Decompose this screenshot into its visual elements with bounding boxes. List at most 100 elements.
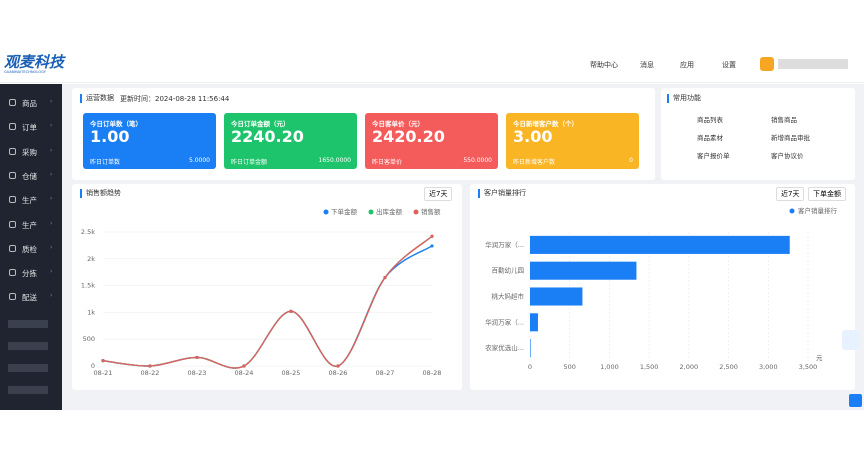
sales-panel: 销售额趋势 近7天 xyxy=(72,184,462,390)
bar xyxy=(530,313,538,332)
bar xyxy=(530,235,790,254)
card-sub-label: 昨日新增客户数 xyxy=(513,159,556,166)
menu-item[interactable]: 生产 xyxy=(22,220,37,230)
card-value: 3.00 xyxy=(513,127,553,146)
card-title: 今日新增客户数（个） xyxy=(513,120,578,128)
menu-icon xyxy=(9,293,16,301)
card-sub-value: 550.0000 xyxy=(463,157,492,164)
stat-card: 今日新增客户数（个） 3.00 昨日新增客户数 0 xyxy=(506,113,639,169)
menu-arrow: › xyxy=(50,170,53,178)
menu-arrow: › xyxy=(50,219,53,227)
stat-card: 今日订单数（笔） 1.00 昨日订单数 5.0000 xyxy=(83,113,216,169)
menu-item[interactable]: 仓储 xyxy=(22,171,37,181)
range-select[interactable]: 近7天 xyxy=(776,187,805,201)
legend-swatch xyxy=(413,209,419,215)
x-tick-label: 500 xyxy=(564,363,576,371)
user-name xyxy=(778,59,848,69)
series-line xyxy=(102,235,433,369)
card-sub-value: 1650.0000 xyxy=(318,157,351,164)
x-tick-label: 3,000 xyxy=(759,363,778,371)
x-tick-label: 08-21 xyxy=(94,369,113,377)
logo: 观麦科技 xyxy=(4,53,65,71)
y-tick-label: 1k xyxy=(87,308,95,316)
updated-time: 更新时间：2024-08-28 11:56:44 xyxy=(120,95,230,103)
menu-arrow: › xyxy=(50,122,53,130)
y-tick-label: 百勤幼儿园 xyxy=(492,266,525,275)
point xyxy=(336,364,340,368)
help-button[interactable] xyxy=(849,394,862,407)
rank-title: 客户销量排行 xyxy=(478,189,526,198)
card-sub-label: 昨日订单金额 xyxy=(231,159,268,166)
card-sub-label: 昨日客单价 xyxy=(372,159,403,166)
card-value: 2420.20 xyxy=(372,127,445,146)
stat-card: 今日客单价（元） 2420.20 昨日客单价 550.0000 xyxy=(365,113,498,169)
nav-item[interactable]: 消息 xyxy=(640,61,654,69)
shortcut[interactable]: 客户协议价 xyxy=(771,152,804,160)
legend-swatch xyxy=(368,209,374,215)
menu-item[interactable]: 订单 xyxy=(22,123,37,133)
point xyxy=(383,275,387,280)
sidebar: 商品 › 订单 › 采购 › 仓储 › 生产 › 生产 › 质检 › 分拣 › 配送 › xyxy=(0,84,62,410)
y-tick-label: 2k xyxy=(87,255,95,263)
menu-icon xyxy=(9,244,16,252)
y-tick-label: 桃大妈超市 xyxy=(492,292,525,301)
card-sub-value: 0 xyxy=(629,157,633,164)
shortcut[interactable]: 客户报价单 xyxy=(697,152,730,160)
legend-label: 客户销量排行 xyxy=(798,206,838,215)
float-tool[interactable] xyxy=(842,330,860,350)
menu-arrow: › xyxy=(50,146,53,154)
card-title: 今日订单金额（元） xyxy=(231,120,290,128)
shortcut[interactable]: 商品列表 xyxy=(697,116,723,124)
menu-arrow: › xyxy=(50,98,53,105)
series-line xyxy=(102,245,433,369)
logo-sub: GUANMAITECHNOLOGY xyxy=(4,70,46,74)
menu-item[interactable]: 质检 xyxy=(22,244,37,254)
nav-item[interactable]: 设置 xyxy=(722,61,736,69)
range-select[interactable]: 近7天 xyxy=(424,187,453,201)
menu-arrow: › xyxy=(50,243,53,251)
x-tick-label: 2,000 xyxy=(680,363,699,371)
point xyxy=(430,244,434,248)
top-bar: 观麦科技 GUANMAITECHNOLOGY 帮助中心 消息 应用 设置 xyxy=(0,45,864,83)
y-tick-label: 华润万家（... xyxy=(485,240,524,249)
axis-unit: 元 xyxy=(816,354,823,362)
menu-arrow: › xyxy=(50,292,53,300)
y-tick-label: 2.5k xyxy=(81,228,95,236)
menu-item[interactable]: 配送 xyxy=(22,293,37,303)
menu-icon xyxy=(9,147,16,155)
nav-item[interactable]: 应用 xyxy=(680,61,694,69)
shortcut[interactable]: 新增商品审批 xyxy=(771,134,810,142)
metric-select[interactable]: 下单金额 xyxy=(808,187,846,201)
shortcut[interactable]: 销售商品 xyxy=(771,116,797,124)
point xyxy=(430,234,434,238)
card-sub-value: 5.0000 xyxy=(189,157,210,164)
menu-item[interactable]: 分拣 xyxy=(22,269,37,279)
x-tick-label: 0 xyxy=(528,363,532,371)
overview-panel: 运营数据 更新时间：2024-08-28 11:56:44 今日订单数（笔） 1.… xyxy=(72,88,655,180)
menu-item-blurred xyxy=(8,386,48,394)
menu-icon xyxy=(9,196,16,204)
menu-icon xyxy=(9,220,16,228)
menu-icon xyxy=(9,269,16,277)
x-tick-label: 1,000 xyxy=(600,363,619,371)
menu-item[interactable]: 生产 xyxy=(22,196,37,206)
rank-panel: 客户销量排行 近7天 下单金额 xyxy=(470,184,855,390)
menu-item[interactable]: 商品 xyxy=(22,99,37,108)
y-tick-label: 1.5k xyxy=(81,282,95,290)
shortcut-panel: 常用功能 商品列表 销售商品 商品素材 新增商品审批 客户报价单 客户协议价 xyxy=(661,88,855,180)
legend-swatch xyxy=(323,209,329,215)
point xyxy=(242,364,246,368)
menu-item-blurred xyxy=(8,364,48,372)
menu-item[interactable]: 采购 xyxy=(22,147,37,157)
nav-item[interactable]: 帮助中心 xyxy=(590,61,618,69)
x-tick-label: 08-23 xyxy=(188,369,207,377)
legend-label: 销售额 xyxy=(421,207,441,216)
y-tick-label: 500 xyxy=(83,335,95,343)
legend-label: 下单金额 xyxy=(331,207,358,216)
y-tick-label: 华润万家（... xyxy=(485,317,524,326)
menu-arrow: › xyxy=(50,195,53,203)
shortcut[interactable]: 商品素材 xyxy=(697,134,723,142)
menu-icon xyxy=(9,123,16,131)
sales-title: 销售额趋势 xyxy=(80,189,121,198)
